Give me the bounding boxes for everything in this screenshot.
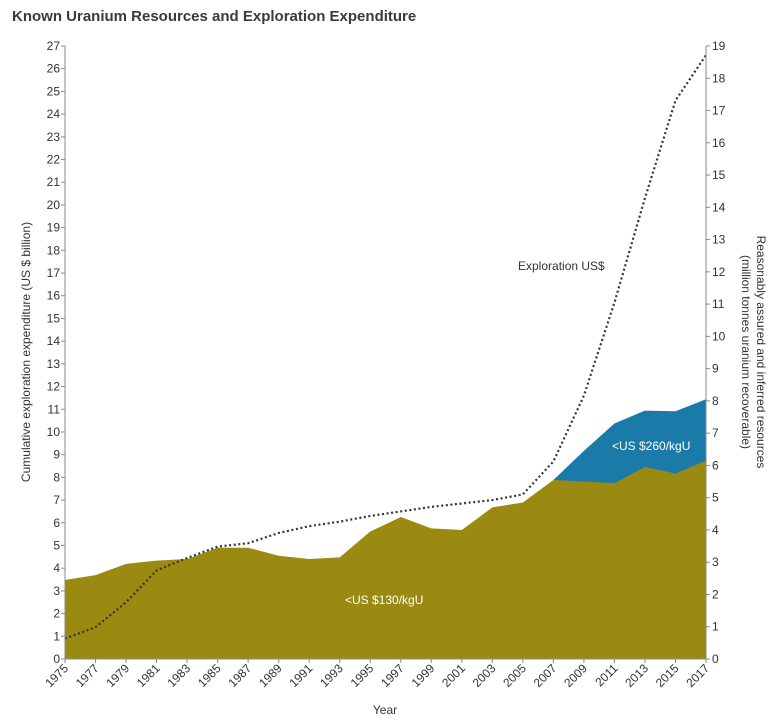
right-tick-label: 9 xyxy=(712,362,719,376)
x-tick-label: 1983 xyxy=(164,661,193,690)
x-tick-label: 1989 xyxy=(256,661,285,690)
right-tick-label: 7 xyxy=(712,426,719,440)
x-tick-label: 1975 xyxy=(42,661,71,690)
x-tick-label: 2011 xyxy=(592,661,620,689)
area-us130-kgu xyxy=(65,460,706,659)
right-axis-title-line2: (million tonnes uranium recoverable) xyxy=(739,255,753,449)
left-tick-label: 4 xyxy=(53,561,60,575)
right-tick-label: 16 xyxy=(712,136,726,150)
x-tick-label: 1981 xyxy=(134,661,163,690)
x-tick-label: 1995 xyxy=(348,661,377,690)
left-tick-label: 26 xyxy=(47,62,61,76)
right-tick-label: 1 xyxy=(712,620,719,634)
left-tick-label: 11 xyxy=(48,402,61,416)
right-tick-label: 17 xyxy=(712,104,726,118)
right-tick-label: 3 xyxy=(712,555,719,569)
x-tick-label: 2005 xyxy=(500,661,529,690)
left-tick-label: 15 xyxy=(47,311,61,325)
right-tick-label: 11 xyxy=(712,297,725,311)
left-tick-label: 25 xyxy=(47,84,61,98)
exploration-label: Exploration US$ xyxy=(518,259,605,273)
x-tick-label: 2003 xyxy=(470,661,499,690)
chart-title: Known Uranium Resources and Exploration … xyxy=(12,8,417,25)
right-tick-label: 12 xyxy=(712,265,726,279)
x-tick-label: 1977 xyxy=(73,661,102,690)
left-tick-label: 22 xyxy=(47,153,61,167)
high-cost-label: <US $260/kgU xyxy=(612,439,690,453)
left-tick-label: 24 xyxy=(47,107,61,121)
left-tick-label: 3 xyxy=(53,584,60,598)
exploration-line xyxy=(64,54,707,640)
left-tick-label: 1 xyxy=(53,629,60,643)
low-cost-label: <US $130/kgU xyxy=(345,593,423,607)
x-tick-label: 1991 xyxy=(287,661,316,690)
left-axis-title: Cumulative exploration expenditure (US $… xyxy=(19,222,33,482)
left-tick-label: 8 xyxy=(53,470,60,484)
left-tick-label: 7 xyxy=(53,493,60,507)
left-tick-label: 10 xyxy=(47,425,61,439)
x-tick-label: 1997 xyxy=(378,661,407,690)
left-tick-label: 14 xyxy=(47,334,61,348)
right-tick-label: 5 xyxy=(712,491,719,505)
right-tick-label: 13 xyxy=(712,233,726,247)
right-tick-label: 0 xyxy=(712,652,719,666)
left-tick-label: 18 xyxy=(47,243,61,257)
x-tick-label: 2015 xyxy=(653,661,682,690)
left-tick-label: 6 xyxy=(53,516,60,530)
left-tick-label: 0 xyxy=(53,652,60,666)
x-tick-label: 2017 xyxy=(683,661,712,690)
left-tick-label: 12 xyxy=(47,380,61,394)
left-tick-label: 17 xyxy=(47,266,61,280)
left-tick-label: 23 xyxy=(47,130,61,144)
left-tick-label: 13 xyxy=(47,357,61,371)
left-tick-label: 5 xyxy=(53,538,60,552)
right-tick-label: 19 xyxy=(712,39,726,53)
x-tick-label: 1999 xyxy=(409,661,438,690)
left-tick-label: 20 xyxy=(47,198,61,212)
x-tick-label: 1979 xyxy=(103,661,132,690)
right-tick-label: 4 xyxy=(712,523,719,537)
right-tick-label: 8 xyxy=(712,394,719,408)
x-axis-title: Year xyxy=(373,703,397,717)
left-tick-label: 9 xyxy=(53,448,60,462)
x-tick-label: 1985 xyxy=(195,661,224,690)
x-tick-label: 2007 xyxy=(531,661,560,690)
right-tick-label: 10 xyxy=(712,329,726,343)
left-tick-label: 19 xyxy=(47,221,61,235)
left-tick-label: 21 xyxy=(47,175,61,189)
right-tick-label: 2 xyxy=(712,587,719,601)
x-tick-label: 1987 xyxy=(225,661,254,690)
right-tick-label: 14 xyxy=(712,200,726,214)
left-tick-label: 27 xyxy=(47,39,61,53)
x-tick-label: 2013 xyxy=(622,661,651,690)
x-tick-label: 2001 xyxy=(439,661,468,690)
x-tick-label: 2009 xyxy=(561,661,590,690)
left-tick-label: 16 xyxy=(47,289,61,303)
right-tick-label: 15 xyxy=(712,168,726,182)
left-tick-label: 2 xyxy=(53,607,60,621)
right-tick-label: 18 xyxy=(712,71,726,85)
x-tick-label: 1993 xyxy=(317,661,346,690)
right-tick-label: 6 xyxy=(712,458,719,472)
right-axis-title-line1: Reasonably assured and inferred resource… xyxy=(754,236,768,469)
